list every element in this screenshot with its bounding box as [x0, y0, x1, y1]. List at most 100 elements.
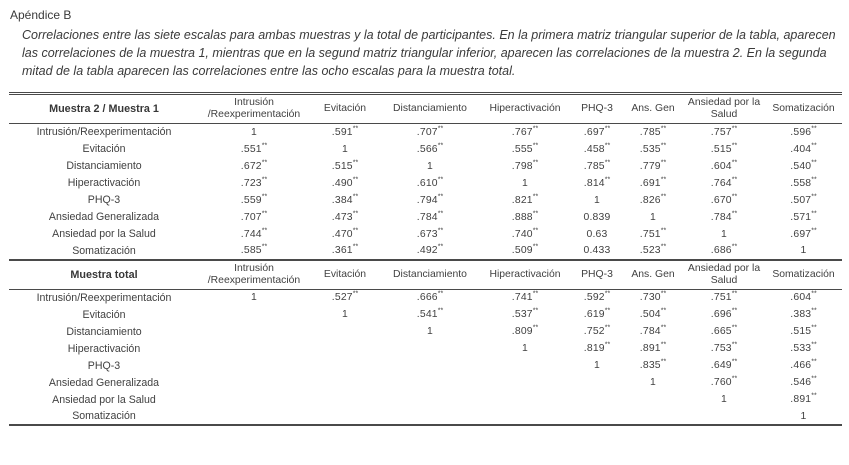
- column-header: Somatización: [772, 268, 835, 280]
- significance-marker: **: [811, 392, 817, 400]
- table-row: Somatización 1: [9, 408, 842, 425]
- significance-marker: **: [604, 159, 611, 167]
- row-label: Ansiedad Generalizada: [48, 211, 160, 224]
- significance-marker: **: [731, 324, 738, 332]
- significance-marker: **: [437, 142, 444, 150]
- correlation-cell: .535**: [639, 142, 667, 155]
- significance-marker: **: [352, 193, 359, 201]
- significance-marker: **: [811, 341, 817, 349]
- significance-marker: **: [731, 193, 738, 201]
- table-row: Somatización .585** .361** .492** .509** 0.43…: [9, 243, 842, 260]
- significance-marker: **: [437, 290, 444, 298]
- correlation-cell: [309, 323, 381, 340]
- correlation-cell: .670**: [710, 193, 738, 206]
- corner-header-total: Muestra total: [70, 268, 138, 281]
- correlation-cell: [199, 408, 309, 425]
- significance-marker: **: [811, 159, 817, 167]
- significance-marker: **: [532, 159, 539, 167]
- significance-marker: **: [437, 210, 444, 218]
- significance-marker: **: [731, 358, 738, 366]
- correlation-cell: [199, 306, 309, 323]
- significance-marker: **: [811, 142, 817, 150]
- correlation-cell: .619**: [583, 307, 611, 321]
- column-header: Ans. Gen: [631, 268, 675, 280]
- significance-marker: **: [604, 290, 611, 298]
- table-row: Intrusión/Reexperimentación 1 .527** .666**…: [9, 289, 842, 306]
- column-header: Ansiedad por la Salud: [687, 262, 761, 286]
- table-row: Evitación .551** 1 .566** .555** .458** .535**…: [9, 141, 842, 158]
- significance-marker: **: [352, 243, 359, 251]
- table-row: Hiperactivación 1 .819** .891** .753** .533**: [9, 340, 842, 357]
- row-label: Evitación: [82, 308, 126, 321]
- correlation-cell: .821**: [511, 193, 539, 206]
- column-header: PHQ-3: [581, 103, 613, 115]
- significance-marker: **: [731, 375, 738, 383]
- correlation-cell: .361**: [331, 243, 359, 257]
- significance-marker: **: [604, 307, 611, 315]
- significance-marker: **: [261, 176, 268, 184]
- correlation-table-samples: Muestra 2 / Muestra 1 Intrusión /Reexper…: [9, 92, 842, 261]
- table-row: Distanciamiento 1 .809** .752** .784** .665**…: [9, 323, 842, 340]
- header-row: Muestra 2 / Muestra 1 Intrusión /Reexper…: [9, 94, 842, 124]
- correlation-cell: .760**: [710, 375, 738, 389]
- correlation-cell: 1: [251, 292, 257, 304]
- significance-marker: **: [811, 193, 817, 201]
- significance-marker: **: [811, 358, 817, 366]
- correlation-cell: 1: [427, 326, 433, 338]
- table-row: Distanciamiento .672** .515** 1 .798** .785**…: [9, 158, 842, 175]
- correlation-cell: .473**: [331, 210, 359, 223]
- correlation-table-total: Muestra total Intrusión /Reexperimentaci…: [9, 261, 842, 427]
- correlation-cell: [381, 374, 479, 391]
- table-row: Ansiedad Generalizada .707** .473** .784**.…: [9, 209, 842, 226]
- correlation-cell: .697**: [790, 227, 817, 240]
- significance-marker: **: [532, 290, 539, 298]
- significance-marker: **: [352, 125, 359, 133]
- correlation-cell: .604**: [710, 159, 738, 172]
- significance-marker: **: [660, 243, 667, 251]
- correlation-cell: [479, 357, 571, 374]
- correlation-cell: .515**: [790, 324, 817, 338]
- row-label: PHQ-3: [87, 194, 121, 207]
- correlation-cell: .384**: [331, 193, 359, 206]
- table-row: Ansiedad Generalizada 1 .760** .546**: [9, 374, 842, 391]
- correlation-cell: .585**: [240, 243, 268, 257]
- correlation-cell: 1: [800, 245, 807, 257]
- correlation-cell: 1: [427, 160, 433, 172]
- correlation-cell: .686**: [710, 243, 738, 257]
- correlation-cell: .592**: [583, 290, 611, 304]
- correlation-cell: .888**: [511, 210, 539, 223]
- column-header: Ansiedad por la Salud: [687, 97, 761, 121]
- correlation-cell: .466**: [790, 358, 817, 372]
- significance-marker: **: [261, 227, 268, 235]
- column-header: Evitación: [323, 103, 367, 115]
- significance-marker: **: [532, 243, 539, 251]
- row-label: Distanciamiento: [66, 160, 142, 173]
- row-label: Distanciamiento: [66, 325, 142, 338]
- correlation-cell: 1: [650, 211, 656, 223]
- correlation-cell: .555**: [511, 142, 539, 155]
- significance-marker: **: [811, 307, 817, 315]
- significance-marker: **: [604, 142, 611, 150]
- significance-marker: **: [352, 290, 359, 298]
- significance-marker: **: [437, 227, 444, 235]
- column-header: Hiperactivación: [489, 268, 561, 280]
- table-row: Ansiedad por la Salud .744** .470** .673**.…: [9, 226, 842, 243]
- correlation-cell: .785**: [639, 125, 667, 138]
- significance-marker: **: [261, 193, 268, 201]
- correlation-cell: .757**: [710, 125, 738, 138]
- row-label: Intrusión/Reexperimentación: [36, 126, 172, 139]
- appendix-title: Apéndice B: [10, 8, 72, 22]
- table-row: Intrusión/Reexperimentación 1 .591** .707**…: [9, 124, 842, 141]
- correlation-cell: [381, 357, 479, 374]
- correlation-cell: .665**: [710, 324, 738, 338]
- correlation-cell: .591**: [331, 125, 359, 138]
- significance-marker: **: [811, 210, 817, 218]
- significance-marker: **: [660, 290, 667, 298]
- significance-marker: **: [604, 341, 611, 349]
- significance-marker: **: [731, 307, 738, 315]
- significance-marker: **: [660, 193, 667, 201]
- significance-marker: **: [261, 243, 268, 251]
- row-label: Somatización: [72, 244, 136, 257]
- correlation-cell: .764**: [710, 176, 738, 189]
- correlation-cell: .490**: [331, 176, 359, 189]
